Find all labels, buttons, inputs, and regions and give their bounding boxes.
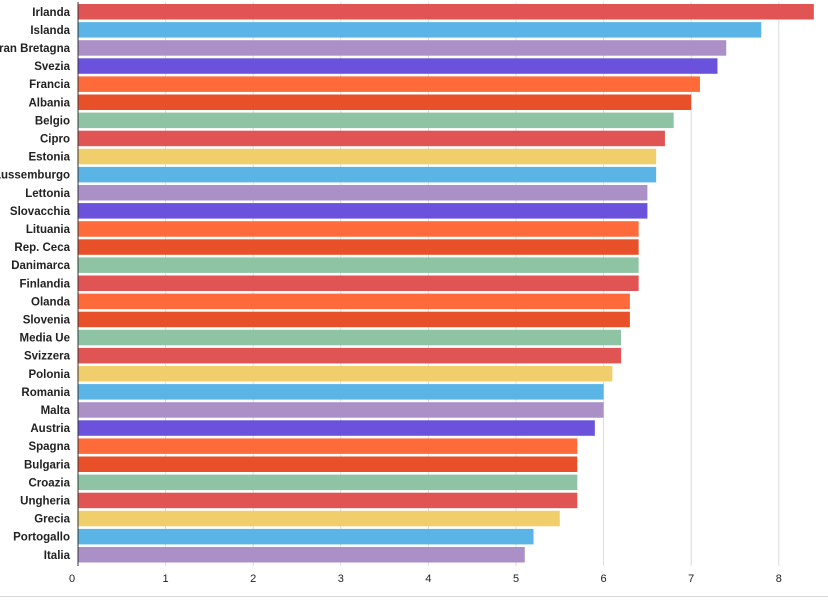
category-label: Portogallo [13, 532, 70, 544]
bar-media-ue [78, 329, 622, 346]
category-label: Slovenia [23, 314, 71, 326]
category-label: Belgio [35, 115, 70, 127]
category-label: Bulgaria [24, 459, 71, 471]
bar-austria [78, 420, 595, 436]
bar-finlandia [78, 275, 639, 291]
category-label: Polonia [28, 369, 70, 381]
category-label: Croazia [28, 477, 70, 489]
bar-bulgaria [78, 456, 578, 472]
category-label: Cipro [40, 133, 70, 145]
category-label: Francia [29, 79, 71, 91]
category-label: Irlanda [32, 7, 70, 19]
category-label: Danimarca [11, 260, 70, 272]
bar-lituania [78, 221, 639, 237]
bar-estonia [78, 148, 657, 165]
category-label: Lussemburgo [0, 170, 70, 182]
bar-ungheria [78, 492, 578, 509]
category-label: Islanda [30, 25, 70, 37]
category-label: Estonia [28, 152, 70, 164]
category-label: Svizzera [24, 351, 71, 363]
category-label: Media Ue [20, 333, 71, 345]
bar-spagna [78, 438, 578, 454]
category-label: Olanda [31, 296, 71, 308]
bars [78, 4, 814, 563]
bar-cipro [78, 130, 665, 147]
bar-italia [78, 547, 525, 563]
category-label: Slovacchia [10, 206, 71, 218]
bar-irlanda [78, 4, 814, 20]
bar-grecia [78, 510, 560, 527]
x-tick-label: 1 [163, 573, 169, 585]
bar-slovenia [78, 311, 630, 328]
bar-danimarca [78, 257, 639, 273]
bar-rep-ceca [78, 239, 639, 255]
bar-portogallo [78, 528, 534, 545]
category-label: Svezia [34, 61, 70, 73]
category-label: Ungheria [20, 495, 70, 507]
bar-belgio [78, 112, 674, 129]
bar-malta [78, 402, 604, 418]
category-label: Romania [21, 387, 70, 399]
bar-lettonia [78, 185, 648, 201]
x-tick-label: 3 [338, 573, 344, 585]
bar-gran-bretagna [78, 40, 727, 56]
bar-slovacchia [78, 203, 648, 219]
x-axis-tick-labels: 0 1 2 3 4 5 6 7 8 [69, 573, 782, 585]
category-label: Austria [30, 423, 70, 435]
bar-islanda [78, 22, 762, 38]
bottom-divider [0, 596, 828, 597]
category-label: Italia [44, 550, 71, 562]
x-tick-label: 7 [688, 573, 694, 585]
category-label: Spagna [28, 441, 70, 453]
category-label: Grecia [34, 514, 70, 526]
x-tick-label: 5 [513, 573, 519, 585]
bar-polonia [78, 366, 613, 382]
x-tick-label: 6 [601, 573, 607, 585]
category-label: Lettonia [25, 188, 70, 200]
x-tick-label: 2 [250, 573, 256, 585]
bar-svezia [78, 58, 718, 74]
category-label: Finlandia [20, 278, 71, 290]
category-labels: Irlanda Islanda Gran Bretagna Svezia Francia… [0, 7, 71, 562]
bar-albania [78, 94, 692, 110]
category-label: Lituania [26, 224, 71, 236]
bar-olanda [78, 293, 630, 310]
category-label: Rep. Ceca [14, 242, 70, 254]
bar-lussemburgo [78, 166, 657, 183]
category-label: Gran Bretagna [0, 43, 71, 55]
bar-francia [78, 76, 700, 92]
x-tick-label: 8 [776, 573, 782, 585]
bar-romania [78, 384, 604, 400]
x-tick-label: 4 [425, 573, 431, 585]
category-label: Albania [28, 97, 70, 109]
bar-croazia [78, 474, 578, 491]
x-tick-label: 0 [69, 573, 75, 585]
bar-svizzera [78, 347, 622, 364]
category-label: Malta [41, 405, 71, 417]
